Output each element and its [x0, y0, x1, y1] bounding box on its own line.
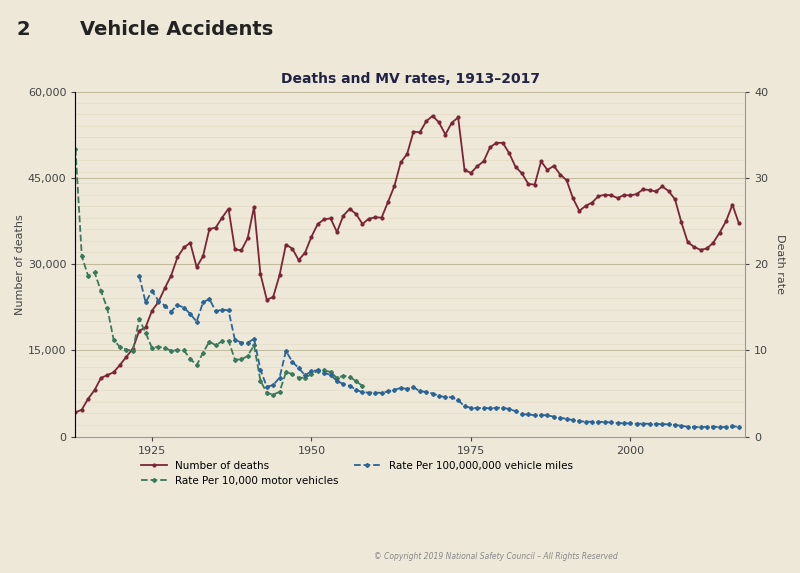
Rate Per 10,000 motor vehicles: [205, 338, 214, 345]
Rate Per 10,000 motor vehicles: [274, 388, 284, 395]
Rate Per 100,000,000 vehicle miles: [134, 272, 144, 279]
Rate Per 10,000 motor vehicles: [115, 344, 125, 351]
Rate Per 100,000,000 vehicle miles: [734, 423, 744, 430]
Rate Per 10,000 motor vehicles: [166, 347, 176, 354]
Rate Per 10,000 motor vehicles: [154, 343, 163, 350]
Rate Per 100,000,000 vehicle miles: [160, 302, 170, 309]
Y-axis label: Number of deaths: Number of deaths: [15, 214, 25, 315]
Rate Per 10,000 motor vehicles: [243, 352, 253, 359]
Number of deaths: [734, 219, 744, 226]
Rate Per 10,000 motor vehicles: [96, 288, 106, 295]
Rate Per 10,000 motor vehicles: [358, 383, 367, 390]
Rate Per 10,000 motor vehicles: [319, 367, 329, 374]
Rate Per 10,000 motor vehicles: [128, 347, 138, 354]
Rate Per 100,000,000 vehicle miles: [581, 418, 590, 425]
Rate Per 10,000 motor vehicles: [268, 391, 278, 398]
Number of deaths: [358, 221, 367, 227]
Rate Per 10,000 motor vehicles: [262, 390, 271, 397]
Rate Per 100,000,000 vehicle miles: [574, 418, 584, 425]
Number of deaths: [77, 406, 86, 413]
Text: 2: 2: [16, 20, 30, 39]
Rate Per 10,000 motor vehicles: [173, 347, 182, 354]
Rate Per 10,000 motor vehicles: [109, 336, 118, 343]
Rate Per 10,000 motor vehicles: [90, 269, 99, 276]
Rate Per 10,000 motor vehicles: [224, 337, 234, 344]
Rate Per 10,000 motor vehicles: [256, 377, 266, 384]
Line: Number of deaths: Number of deaths: [74, 115, 740, 414]
Rate Per 10,000 motor vehicles: [134, 316, 144, 323]
Number of deaths: [562, 176, 571, 183]
Rate Per 10,000 motor vehicles: [147, 344, 157, 351]
Rate Per 10,000 motor vehicles: [179, 347, 189, 354]
Number of deaths: [70, 409, 80, 416]
Rate Per 10,000 motor vehicles: [351, 378, 361, 384]
Text: Vehicle Accidents: Vehicle Accidents: [80, 20, 274, 39]
Rate Per 10,000 motor vehicles: [122, 346, 131, 353]
Rate Per 10,000 motor vehicles: [313, 367, 322, 374]
Legend: Number of deaths, Rate Per 10,000 motor vehicles, Rate Per 100,000,000 vehicle m: Number of deaths, Rate Per 10,000 motor …: [137, 457, 577, 490]
Number of deaths: [728, 201, 738, 208]
Number of deaths: [160, 285, 170, 292]
Rate Per 10,000 motor vehicles: [326, 368, 335, 375]
Text: © Copyright 2019 National Safety Council – All Rights Reserved: © Copyright 2019 National Safety Council…: [374, 552, 618, 560]
Title: Deaths and MV rates, 1913–2017: Deaths and MV rates, 1913–2017: [281, 72, 540, 87]
Rate Per 10,000 motor vehicles: [237, 356, 246, 363]
Rate Per 10,000 motor vehicles: [186, 355, 195, 362]
Rate Per 10,000 motor vehicles: [192, 362, 202, 369]
Rate Per 10,000 motor vehicles: [250, 342, 259, 348]
Y-axis label: Death rate: Death rate: [775, 234, 785, 294]
Rate Per 10,000 motor vehicles: [287, 370, 297, 377]
Rate Per 10,000 motor vehicles: [300, 374, 310, 381]
Rate Per 10,000 motor vehicles: [294, 374, 303, 381]
Rate Per 10,000 motor vehicles: [345, 374, 354, 380]
Rate Per 10,000 motor vehicles: [211, 342, 221, 349]
Rate Per 10,000 motor vehicles: [306, 371, 316, 378]
Rate Per 100,000,000 vehicle miles: [715, 424, 725, 431]
Rate Per 10,000 motor vehicles: [102, 305, 112, 312]
Rate Per 10,000 motor vehicles: [281, 369, 290, 376]
Rate Per 10,000 motor vehicles: [338, 372, 348, 379]
Rate Per 10,000 motor vehicles: [198, 350, 208, 356]
Rate Per 100,000,000 vehicle miles: [555, 414, 565, 421]
Number of deaths: [555, 171, 565, 178]
Line: Rate Per 10,000 motor vehicles: Rate Per 10,000 motor vehicles: [74, 147, 364, 396]
Rate Per 100,000,000 vehicle miles: [542, 412, 552, 419]
Rate Per 10,000 motor vehicles: [141, 329, 150, 336]
Rate Per 10,000 motor vehicles: [332, 375, 342, 382]
Rate Per 10,000 motor vehicles: [160, 344, 170, 351]
Number of deaths: [428, 112, 438, 119]
Line: Rate Per 100,000,000 vehicle miles: Rate Per 100,000,000 vehicle miles: [138, 274, 741, 429]
Rate Per 10,000 motor vehicles: [218, 337, 227, 344]
Rate Per 10,000 motor vehicles: [77, 253, 86, 260]
Rate Per 10,000 motor vehicles: [70, 146, 80, 152]
Rate Per 100,000,000 vehicle miles: [243, 339, 253, 346]
Rate Per 10,000 motor vehicles: [230, 356, 240, 363]
Rate Per 10,000 motor vehicles: [83, 273, 93, 280]
